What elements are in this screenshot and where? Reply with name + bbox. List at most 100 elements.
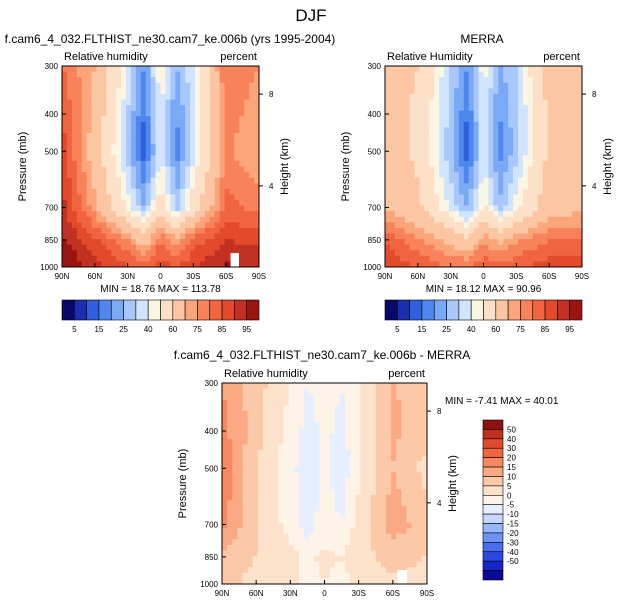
heatmap-cell bbox=[234, 105, 240, 112]
x-tick-label: 90N bbox=[378, 272, 393, 281]
heatmap-cell bbox=[567, 144, 573, 151]
heatmap-cell bbox=[380, 466, 387, 473]
heatmap-cell bbox=[391, 544, 397, 551]
heatmap-cell bbox=[298, 528, 305, 535]
heatmap-cell bbox=[116, 149, 122, 156]
heatmap-cell bbox=[394, 99, 401, 106]
heatmap-cell bbox=[224, 138, 230, 145]
heatmap-cell bbox=[204, 88, 211, 95]
heatmap-cell bbox=[577, 177, 583, 184]
heatmap-cell bbox=[416, 383, 423, 389]
heatmap-cell bbox=[249, 105, 255, 112]
heatmap-cell bbox=[324, 438, 331, 445]
heatmap-cell bbox=[232, 511, 238, 518]
heatmap-cell bbox=[222, 561, 228, 568]
heatmap-cell bbox=[463, 166, 470, 173]
heatmap-cell bbox=[160, 177, 166, 184]
heatmap-cell bbox=[234, 211, 240, 218]
heatmap-cell bbox=[140, 261, 147, 268]
heatmap-cell bbox=[214, 93, 220, 100]
heatmap-cell bbox=[257, 505, 264, 512]
heatmap-cell bbox=[542, 261, 548, 268]
heatmap-cell bbox=[249, 194, 255, 201]
heatmap-cell bbox=[409, 99, 415, 106]
heatmap-cell bbox=[547, 138, 553, 145]
heatmap-cell bbox=[227, 444, 233, 451]
heatmap-cell bbox=[421, 544, 428, 551]
heatmap-cell bbox=[513, 71, 519, 78]
heatmap-cell bbox=[406, 489, 413, 496]
heatmap-cell bbox=[135, 211, 142, 218]
heatmap-cell bbox=[257, 500, 264, 507]
heatmap-cell bbox=[399, 77, 406, 84]
colorbar-box bbox=[482, 504, 504, 515]
heatmap-cell bbox=[96, 105, 102, 112]
heatmap-cell bbox=[439, 233, 445, 240]
heatmap-cell bbox=[386, 455, 392, 462]
heatmap-cell bbox=[165, 66, 171, 72]
heatmap-cell bbox=[214, 233, 220, 240]
heatmap-cell bbox=[453, 82, 460, 89]
heatmap-cell bbox=[273, 399, 279, 406]
heatmap-cell bbox=[239, 121, 245, 128]
heatmap-cell bbox=[62, 261, 68, 268]
heatmap-cell bbox=[283, 539, 290, 546]
heatmap-cell bbox=[463, 194, 470, 201]
heatmap-cell bbox=[478, 110, 484, 117]
heatmap-cell bbox=[577, 227, 583, 234]
heatmap-cell bbox=[513, 244, 519, 251]
x-tick-label: 0 bbox=[481, 272, 486, 281]
heatmap-cell bbox=[429, 71, 435, 78]
heatmap-cell bbox=[227, 561, 233, 568]
heatmap-cell bbox=[375, 483, 382, 490]
heatmap-cell bbox=[547, 160, 553, 167]
heatmap-cell bbox=[458, 239, 465, 246]
heatmap-cell bbox=[91, 172, 97, 179]
heatmap-cell bbox=[214, 82, 220, 89]
heatmap-cell bbox=[522, 155, 529, 162]
heatmap-cell bbox=[66, 127, 73, 134]
heatmap-cell bbox=[309, 438, 315, 445]
heatmap-cell bbox=[227, 483, 233, 490]
heatmap-cell bbox=[391, 399, 397, 406]
heatmap-cell bbox=[106, 138, 112, 145]
heatmap-cell bbox=[130, 66, 137, 72]
x-tick-label: 30N bbox=[120, 272, 135, 281]
heatmap-cell bbox=[244, 239, 250, 246]
heatmap-cell bbox=[309, 533, 315, 540]
heatmap-cell bbox=[242, 500, 249, 507]
heatmap-cell bbox=[401, 466, 407, 473]
heatmap-cell bbox=[345, 517, 351, 523]
heatmap-cell bbox=[273, 567, 279, 574]
heatmap-cell bbox=[121, 71, 127, 78]
heatmap-cell bbox=[263, 422, 269, 429]
heatmap-cell bbox=[324, 383, 331, 389]
heatmap-cell bbox=[91, 177, 97, 184]
heatmap-cell bbox=[389, 160, 396, 167]
heatmap-cell bbox=[396, 433, 402, 440]
heatmap-cell bbox=[180, 227, 186, 234]
heatmap-cell bbox=[360, 556, 366, 563]
heatmap-cell bbox=[355, 556, 361, 563]
heatmap-cell bbox=[194, 66, 201, 72]
heatmap-cell bbox=[91, 88, 97, 95]
heatmap-cell bbox=[130, 261, 137, 268]
heatmap-cell bbox=[263, 388, 269, 395]
heatmap-cell bbox=[247, 561, 254, 568]
heatmap-cell bbox=[232, 410, 238, 417]
heatmap-cell bbox=[247, 556, 254, 563]
heatmap-cell bbox=[396, 444, 402, 451]
heatmap-cell bbox=[224, 110, 230, 117]
heatmap-cell bbox=[194, 211, 201, 218]
heatmap-cell bbox=[283, 472, 290, 479]
heatmap-cell bbox=[339, 466, 346, 473]
heatmap-cell bbox=[503, 71, 509, 78]
heatmap-cell bbox=[329, 505, 336, 512]
heatmap-cell bbox=[406, 494, 413, 501]
heatmap-cell bbox=[324, 517, 331, 523]
heatmap-cell bbox=[244, 77, 250, 84]
heatmap-cell bbox=[194, 183, 201, 190]
heatmap-cell bbox=[219, 200, 225, 206]
heatmap-cell bbox=[429, 216, 435, 223]
heatmap-cell bbox=[453, 194, 460, 201]
